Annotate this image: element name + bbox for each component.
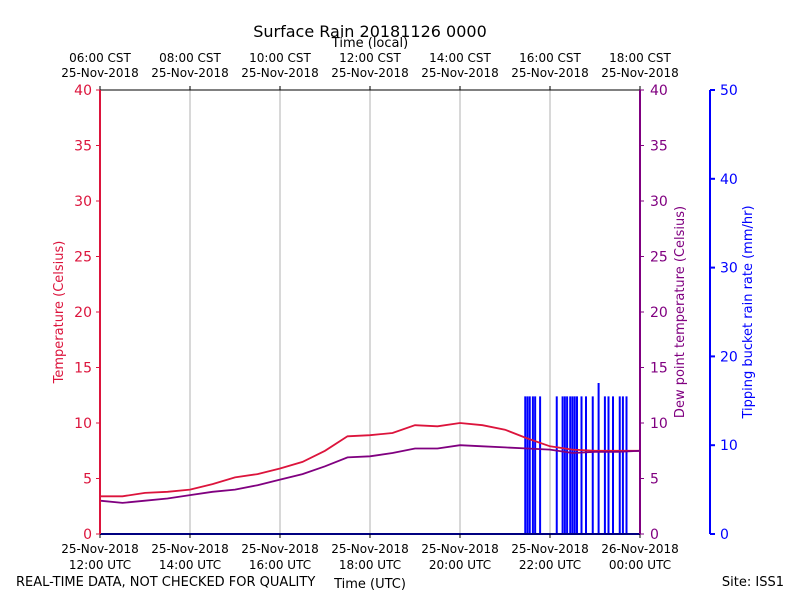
y-right1-tick-label: 20	[650, 305, 668, 321]
x-bottom-tick-label-date: 25-Nov-2018	[421, 542, 499, 556]
y-right2-tick-label: 40	[720, 172, 738, 188]
temperature-line	[100, 422, 640, 498]
chart-title: Surface Rain 20181126 0000	[253, 22, 487, 41]
y-left-tick-label: 15	[74, 361, 92, 377]
axes-layer: 25-Nov-2018 12:00 UTC 25-Nov-2018 14:00 UTC…	[61, 51, 738, 572]
x-top-tick-label-date: 25-Nov-2018	[331, 66, 409, 80]
y-right2-tick-label: 0	[720, 527, 729, 543]
left-axis-label: Temperature (Celsius)	[52, 241, 67, 385]
y-left-tick-label: 20	[74, 305, 92, 321]
x-top-tick-label-time: 18:00 CST	[609, 51, 671, 65]
x-bottom-tick-label-date: 25-Nov-2018	[241, 542, 319, 556]
quality-note: REAL-TIME DATA, NOT CHECKED FOR QUALITY	[16, 575, 316, 590]
x-bottom-tick-label-date: 25-Nov-2018	[331, 542, 409, 556]
x-top-tick-label-date: 25-Nov-2018	[511, 66, 589, 80]
x-bottom-tick-label-time: 18:00 UTC	[339, 558, 401, 572]
y-left-tick-label: 0	[83, 527, 92, 543]
x-bottom-tick-label-date: 25-Nov-2018	[511, 542, 589, 556]
x-top-tick-label-time: 08:00 CST	[159, 51, 221, 65]
x-top-tick-label-date: 25-Nov-2018	[601, 66, 679, 80]
y-right1-tick-label: 0	[650, 527, 659, 543]
x-top-tick-label-time: 12:00 CST	[339, 51, 401, 65]
x-top-tick-label-date: 25-Nov-2018	[61, 66, 139, 80]
y-right1-tick-label: 30	[650, 194, 668, 210]
x-top-tick-label-time: 06:00 CST	[69, 51, 131, 65]
y-left-tick-label: 30	[74, 194, 92, 210]
y-right1-tick-label: 25	[650, 250, 668, 266]
grid-lines	[189, 90, 551, 534]
x-top-tick-label-time: 10:00 CST	[249, 51, 311, 65]
y-left-tick-label: 25	[74, 250, 92, 266]
y-right1-tick-label: 40	[650, 83, 668, 99]
y-left-tick-label: 5	[83, 472, 92, 488]
y-left-tick-label: 10	[74, 416, 92, 432]
x-top-tick-label-date: 25-Nov-2018	[241, 66, 319, 80]
y-right2-tick-label: 20	[720, 349, 738, 365]
y-left-tick-label: 35	[74, 139, 92, 155]
y-left-tick-label: 40	[74, 83, 92, 99]
dewpoint-line	[99, 444, 641, 504]
x-top-tick-label-time: 16:00 CST	[519, 51, 581, 65]
x-bottom-tick-label-date: 26-Nov-2018	[601, 542, 679, 556]
y-right1-tick-label: 15	[650, 361, 668, 377]
right-axis-label-dewpoint: Dew point temperature (Celsius)	[673, 206, 688, 418]
x-top-tick-label-date: 25-Nov-2018	[151, 66, 229, 80]
y-right1-tick-label: 10	[650, 416, 668, 432]
x-bottom-tick-label-time: 16:00 UTC	[249, 558, 311, 572]
y-right2-tick-label: 30	[720, 261, 738, 277]
bottom-axis-label: Time (UTC)	[333, 577, 406, 592]
rain-series	[100, 383, 640, 535]
x-top-tick-label-date: 25-Nov-2018	[421, 66, 499, 80]
y-right1-tick-label: 5	[650, 472, 659, 488]
site-label: Site: ISS1	[721, 575, 784, 590]
x-bottom-tick-label-time: 00:00 UTC	[609, 558, 671, 572]
top-axis-label: Time (local)	[331, 36, 408, 51]
y-right1-tick-label: 35	[650, 139, 668, 155]
x-top-tick-label-time: 14:00 CST	[429, 51, 491, 65]
series-layer	[99, 383, 641, 535]
right-axis-label-rain: Tipping bucket rain rate (mm/hr)	[741, 205, 756, 419]
y-right2-tick-label: 50	[720, 83, 738, 99]
x-bottom-tick-label-time: 20:00 UTC	[429, 558, 491, 572]
y-right2-tick-label: 10	[720, 438, 738, 454]
x-bottom-tick-label-date: 25-Nov-2018	[61, 542, 139, 556]
x-bottom-tick-label-time: 14:00 UTC	[159, 558, 221, 572]
x-bottom-tick-label-date: 25-Nov-2018	[151, 542, 229, 556]
x-bottom-tick-label-time: 22:00 UTC	[519, 558, 581, 572]
x-bottom-tick-label-time: 12:00 UTC	[69, 558, 131, 572]
